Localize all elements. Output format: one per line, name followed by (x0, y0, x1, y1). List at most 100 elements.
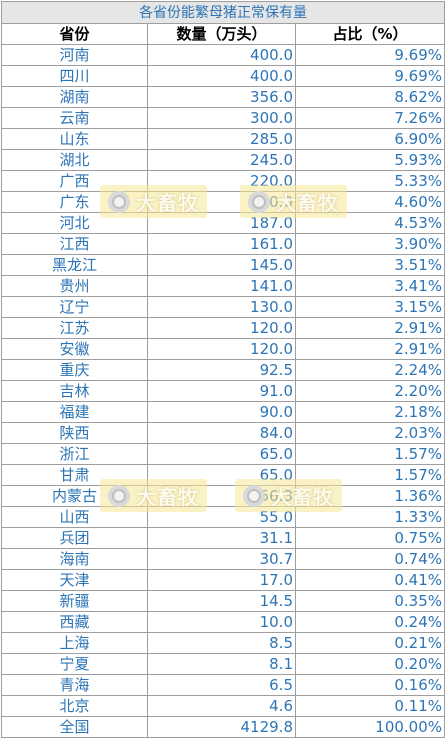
table-row: 河北 187.0 4.53% (1, 212, 446, 234)
cell-province: 贵州 (1, 275, 148, 297)
table-row: 湖南 356.0 8.62% (1, 86, 446, 108)
table-row: 海南 30.7 0.74% (1, 548, 446, 570)
cell-province: 四川 (1, 65, 148, 87)
cell-share: 3.41% (294, 275, 446, 297)
cell-share: 2.20% (294, 380, 446, 402)
cell-share: 8.62% (294, 86, 446, 108)
title-row: 各省份能繁母猪正常保有量 (0, 1, 446, 24)
cell-share: 2.03% (294, 422, 446, 444)
cell-quantity: 4.6 (147, 695, 296, 717)
cell-share: 0.41% (294, 569, 446, 591)
cell-share: 0.21% (294, 632, 446, 654)
cell-quantity: 92.5 (147, 359, 296, 381)
cell-province: 黑龙江 (1, 254, 148, 276)
cell-quantity: 400.0 (147, 44, 296, 66)
cell-quantity: 31.1 (147, 527, 296, 549)
cell-quantity: 65.0 (147, 443, 296, 465)
cell-share: 5.93% (294, 149, 446, 171)
watermark: 大畜牧 (240, 185, 347, 218)
header-province: 省份 (1, 23, 148, 45)
cell-quantity: 161.0 (147, 233, 296, 255)
cell-quantity: 145.0 (147, 254, 296, 276)
cell-province: 浙江 (1, 443, 148, 465)
cell-province: 天津 (1, 569, 148, 591)
table-row: 河南 400.0 9.69% (1, 44, 446, 66)
cell-province: 江苏 (1, 317, 148, 339)
table-row: 兵团 31.1 0.75% (1, 527, 446, 549)
table-row: 福建 90.0 2.18% (1, 401, 446, 423)
table-row: 山西 55.0 1.33% (1, 506, 446, 528)
cell-province: 吉林 (1, 380, 148, 402)
watermark: 大畜牧 (100, 185, 207, 218)
cell-share: 1.57% (294, 443, 446, 465)
cell-share: 7.26% (294, 107, 446, 129)
cell-province: 云南 (1, 107, 148, 129)
table-row: 浙江 65.0 1.57% (1, 443, 446, 465)
cell-share: 3.90% (294, 233, 446, 255)
cell-province: 宁夏 (1, 653, 148, 675)
cell-province: 西藏 (1, 611, 148, 633)
cell-quantity: 300.0 (147, 107, 296, 129)
table-row: 天津 17.0 0.41% (1, 569, 446, 591)
cell-province: 山东 (1, 128, 148, 150)
cell-province: 北京 (1, 695, 148, 717)
cell-quantity: 8.1 (147, 653, 296, 675)
cell-share: 0.16% (294, 674, 446, 696)
cell-province: 上海 (1, 632, 148, 654)
logo-circle-icon (248, 190, 270, 213)
cell-share: 2.91% (294, 317, 446, 339)
cell-share: 100.00% (294, 716, 446, 738)
table-row: 吉林 91.0 2.20% (1, 380, 446, 402)
cell-share: 9.69% (294, 44, 446, 66)
cell-share: 2.24% (294, 359, 446, 381)
cell-share: 0.11% (294, 695, 446, 717)
watermark: 大畜牧 (100, 479, 207, 512)
table-row: 陕西 84.0 2.03% (1, 422, 446, 444)
table-row: 北京 4.6 0.11% (1, 695, 446, 717)
cell-quantity: 6.5 (147, 674, 296, 696)
table-row: 江西 161.0 3.90% (1, 233, 446, 255)
table-row: 湖北 245.0 5.93% (1, 149, 446, 171)
cell-quantity: 17.0 (147, 569, 296, 591)
cell-province: 全国 (1, 716, 148, 738)
header-row: 省份 数量（万头） 占比（%） (1, 23, 446, 45)
table-row: 山东 285.0 6.90% (1, 128, 446, 150)
cell-share: 3.15% (294, 296, 446, 318)
cell-share: 0.20% (294, 653, 446, 675)
cell-province: 湖北 (1, 149, 148, 171)
cell-share: 0.35% (294, 590, 446, 612)
cell-province: 辽宁 (1, 296, 148, 318)
logo-circle-icon (243, 484, 265, 507)
cell-share: 0.74% (294, 548, 446, 570)
logo-circle-icon (108, 190, 130, 213)
watermark-text: 大畜牧 (271, 485, 334, 509)
table-row: 新疆 14.5 0.35% (1, 590, 446, 612)
cell-quantity: 4129.8 (147, 716, 296, 738)
cell-quantity: 30.7 (147, 548, 296, 570)
table-row: 上海 8.5 0.21% (1, 632, 446, 654)
table-row: 云南 300.0 7.26% (1, 107, 446, 129)
cell-share: 9.69% (294, 65, 446, 87)
cell-share: 0.24% (294, 611, 446, 633)
cell-quantity: 120.0 (147, 338, 296, 360)
cell-quantity: 84.0 (147, 422, 296, 444)
cell-quantity: 14.5 (147, 590, 296, 612)
watermark-text: 大畜牧 (136, 485, 199, 509)
cell-province: 安徽 (1, 338, 148, 360)
cell-quantity: 130.0 (147, 296, 296, 318)
table-row: 宁夏 8.1 0.20% (1, 653, 446, 675)
table-row: 四川 400.0 9.69% (1, 65, 446, 87)
table-row: 辽宁 130.0 3.15% (1, 296, 446, 318)
cell-province: 湖南 (1, 86, 148, 108)
cell-quantity: 91.0 (147, 380, 296, 402)
watermark-text: 大畜牧 (276, 191, 339, 215)
cell-province: 海南 (1, 548, 148, 570)
cell-province: 福建 (1, 401, 148, 423)
cell-share: 2.91% (294, 338, 446, 360)
table-row: 内蒙古56.31.36% (1, 485, 446, 507)
table-row: 广东190.04.60% (1, 191, 446, 213)
cell-quantity: 245.0 (147, 149, 296, 171)
header-share: 占比（%） (294, 23, 446, 45)
